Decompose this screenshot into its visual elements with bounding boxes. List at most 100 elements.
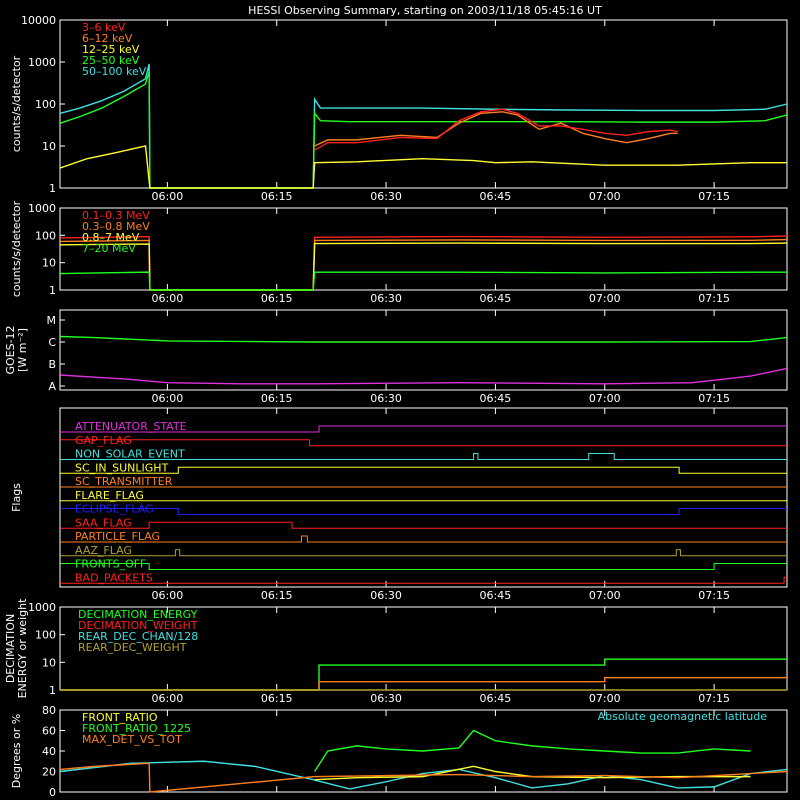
plot-title: HESSI Observing Summary, starting on 200… xyxy=(248,4,602,17)
x-tick-label: 07:00 xyxy=(589,292,621,305)
x-tick-label: 07:15 xyxy=(698,589,730,602)
flag-trace-fronts-off xyxy=(60,563,787,570)
y-tick-label: 100 xyxy=(35,98,56,111)
legend-3-6-kev: 3–6 keV xyxy=(82,21,126,34)
panels: 06:00 06:15 06:30 06:45 07:00 07:151101001000… xyxy=(4,14,788,799)
x-tick-label: 06:30 xyxy=(370,392,402,405)
series-0-3-0-8-mev xyxy=(60,238,788,291)
legend-50-100-kev: 50–100 keV xyxy=(82,65,147,78)
x-tick-label: 06:45 xyxy=(480,589,512,602)
x-tick-label: 07:00 xyxy=(589,392,621,405)
y-tick-label: A xyxy=(48,380,56,393)
x-tick-label: 06:30 xyxy=(370,190,402,203)
x-tick-label: 06:15 xyxy=(261,292,293,305)
x-tick-label: 06:00 xyxy=(152,589,184,602)
y-axis-label: Flags xyxy=(10,483,23,512)
flag-trace-particle-flag xyxy=(60,535,787,543)
x-tick-label: 06:30 xyxy=(370,692,402,705)
series-50-100-kev xyxy=(60,63,788,189)
legend-decimation-weight: DECIMATION_WEIGHT xyxy=(78,619,198,632)
series-short xyxy=(60,367,788,385)
flag-trace-eclipse-flag xyxy=(60,508,787,515)
x-tick-label: 06:00 xyxy=(152,392,184,405)
series-0-8-7-mev xyxy=(60,242,788,291)
series-long xyxy=(60,335,788,343)
y-tick-label: B xyxy=(48,358,56,371)
panel-frame xyxy=(59,207,788,291)
flag-trace-sc-in-sunlight xyxy=(60,466,787,474)
panel-frame xyxy=(59,19,788,189)
y-tick-label: C xyxy=(48,336,56,349)
y-axis-label: GOES-12 xyxy=(4,325,17,374)
series-max-det-vs-tot xyxy=(60,762,788,793)
x-tick-label: 07:15 xyxy=(698,392,730,405)
series-25-50-kev xyxy=(59,71,788,189)
y-tick-label: 10 xyxy=(42,140,56,153)
panel-frame xyxy=(59,407,788,588)
panel-xray: 06:00 06:15 06:30 06:45 07:00 07:15 1 10 100 1000… xyxy=(10,14,788,203)
y-axis-label: counts/s/detector xyxy=(10,200,23,297)
x-tick-label: 06:45 xyxy=(480,190,512,203)
y-tick-label: 80 xyxy=(42,704,56,717)
legend-front-ratio-1225: FRONT_RATIO_1225 xyxy=(82,722,191,735)
y-axis-label: DECIMATION xyxy=(4,614,17,683)
series-absolute-geomagnetic-latitude xyxy=(60,760,788,790)
series-decimation-weight xyxy=(60,676,787,691)
x-tick-label: 07:00 xyxy=(589,589,621,602)
y-tick-label: 1000 xyxy=(28,56,56,69)
x-tick-label: 06:00 xyxy=(152,692,184,705)
flag-label-bad-packets: BAD_PACKETS xyxy=(75,571,153,584)
y-tick-label: 40 xyxy=(42,745,56,758)
y-tick-label: 10 xyxy=(42,257,56,270)
y-axis-label: Degrees or % xyxy=(10,714,23,788)
flag-label-aaz-flag: AAZ_FLAG xyxy=(75,544,132,557)
x-tick-label: 07:15 xyxy=(698,292,730,305)
flag-label-particle-flag: PARTICLE_FLAG xyxy=(75,530,160,543)
y-tick-label: 0 xyxy=(49,786,56,799)
panel-frame xyxy=(59,309,788,391)
y-tick-label: 20 xyxy=(42,766,56,779)
y-tick-label: 1 xyxy=(49,182,56,195)
y-tick-label: 1000 xyxy=(28,601,56,614)
y-tick-label: 10000 xyxy=(21,14,56,27)
flag-trace-gap-flag xyxy=(60,439,787,447)
x-tick-label: 06:30 xyxy=(370,589,402,602)
x-tick-label: 06:15 xyxy=(261,589,293,602)
y-tick-label: 10 xyxy=(42,656,56,669)
flag-label-attenuator-state: ATTENUATOR_STATE xyxy=(75,420,187,433)
legend-0-3-0-8-mev: 0.3–0.8 MeV xyxy=(82,220,150,233)
legend-max-det-vs-tot: MAX_DET_VS_TOT xyxy=(82,733,182,746)
x-tick-label: 06:45 xyxy=(480,292,512,305)
y-axis-label: [W m⁻²] xyxy=(16,328,29,372)
legend-7-20-mev: 7–20 MeV xyxy=(82,242,136,255)
y-axis-label: ENERGY or weight xyxy=(16,598,29,698)
flag-trace-attenuator-state xyxy=(60,425,787,433)
flag-label-saa-flag: SAA_FLAG xyxy=(75,516,132,529)
y-tick-label: 1 xyxy=(49,684,56,697)
y-tick-label: 1 xyxy=(49,284,56,297)
legend-25-50-kev: 25–50 keV xyxy=(82,54,140,67)
legend-rear-dec-chan-128: REAR_DEC_CHAN/128 xyxy=(78,630,198,643)
flag-label-sc-transmitter: SC_TRANSMITTER xyxy=(75,475,173,488)
series-front-ratio-1225 xyxy=(314,729,751,772)
x-tick-label: 06:15 xyxy=(261,692,293,705)
x-tick-label: 07:15 xyxy=(698,692,730,705)
legend-12-25-kev: 12–25 keV xyxy=(82,43,140,56)
x-tick-label: 06:45 xyxy=(480,392,512,405)
x-tick-label: 06:15 xyxy=(261,190,293,203)
legend-0-8-7-mev: 0.8–7 MeV xyxy=(82,231,140,244)
flag-trace-saa-flag xyxy=(60,521,787,529)
y-axis-label: counts/s/detector xyxy=(10,55,23,152)
x-tick-label: 06:00 xyxy=(152,190,184,203)
flag-trace-non-solar-event xyxy=(60,453,787,460)
series-decimation-energy xyxy=(60,658,787,691)
flag-label-flare-flag: FLARE_FLAG xyxy=(75,489,144,502)
series-12-25-kev xyxy=(59,145,787,189)
series-3-6-kev xyxy=(314,108,678,151)
legend-front-ratio: FRONT_RATIO xyxy=(82,711,158,724)
y-tick-label: 60 xyxy=(42,725,56,738)
x-tick-label: 06:15 xyxy=(261,392,293,405)
annotation-label: Absolute geomagnetic latitude xyxy=(598,710,768,723)
